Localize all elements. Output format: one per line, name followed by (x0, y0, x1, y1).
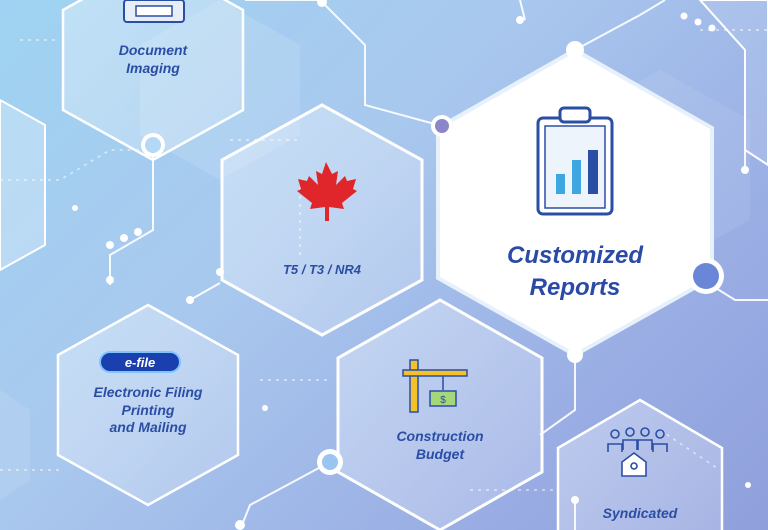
construction-line2: Budget (415, 445, 465, 462)
customized-reports-line2: Reports (529, 274, 621, 302)
efile-line2: Printing (121, 401, 175, 418)
t5-label: T5 / T3 / NR4 (282, 262, 362, 277)
crane-budget-icon: $ (402, 359, 468, 413)
svg-text:$: $ (440, 395, 446, 406)
document-imaging-line1: Document (118, 42, 188, 58)
efile-label: Electronic Filing Printing and Mailing (78, 384, 218, 437)
efile-badge-text: e-file (124, 354, 156, 370)
customized-reports-label: Customized Reports (490, 240, 660, 305)
syndicated-label: Syndicated (602, 505, 678, 521)
hex-construction (336, 298, 544, 530)
scanner-icon (123, 0, 185, 23)
maple-leaf-icon (297, 162, 357, 221)
network-nodes (72, 0, 751, 530)
hex-document-imaging (61, 0, 245, 162)
clipboard-chart-icon (536, 106, 614, 216)
document-imaging-label: Document Imaging (103, 42, 203, 77)
customized-reports-line1: Customized (506, 242, 643, 269)
efile-line1: Electronic Filing (93, 384, 203, 400)
document-imaging-line2: Imaging (126, 59, 180, 76)
efile-logo-icon: e-file (101, 353, 179, 371)
efile-line3: and Mailing (109, 419, 187, 435)
construction-line1: Construction (396, 428, 484, 444)
construction-budget-label: Construction Budget (380, 428, 500, 463)
people-group-icon (607, 427, 668, 477)
hex-t5 (220, 103, 424, 337)
